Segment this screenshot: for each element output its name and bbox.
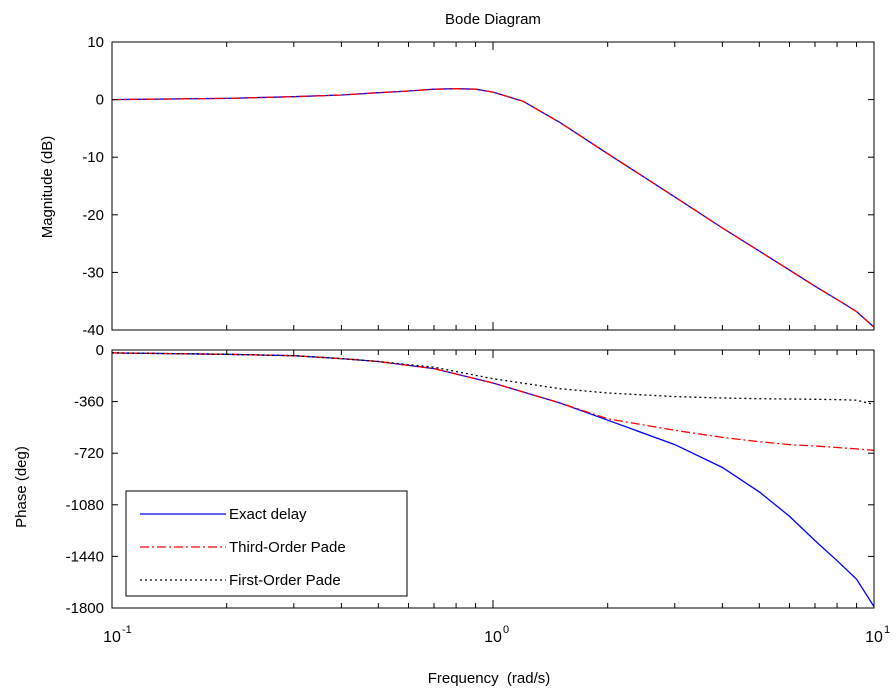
legend-label: Exact delay [229,506,307,523]
y-tick-label: -1080 [66,497,104,514]
legend-label: Third-Order Pade [229,539,346,556]
magnitude-panel: 10 0 -10 -20 -30 -40 [82,34,875,339]
y-tick-label: -20 [82,207,104,224]
chart-title: Bode Diagram [445,11,541,28]
series-line-p0-0 [111,88,875,328]
x-tick-exponent: 0 [503,624,509,636]
y-tick-label: -10 [82,149,104,166]
y-tick-label: 0 [96,342,104,359]
legend-label: First-Order Pade [229,572,341,589]
magnitude-axis-label: Magnitude (dB) [39,136,56,239]
plot-frame [111,41,875,331]
series-line-p1-1 [111,352,875,451]
y-tick-label: -30 [82,264,104,281]
series-line-p1-2 [111,352,875,406]
y-tick-label: -360 [74,394,104,411]
x-tick-label: 10 [865,629,883,646]
legend: Exact delay Third-Order Pade First-Order P… [125,490,408,597]
x-tick-label: 10 [484,629,502,646]
series-line-p1-0 [111,352,875,607]
y-tick-label: -1440 [66,548,104,565]
frequency-axis-label: Frequency (rad/s) [428,670,551,687]
y-tick-label: 10 [87,34,104,51]
y-tick-label: -720 [74,445,104,462]
y-tick-label: -40 [82,322,104,339]
y-tick-label: 0 [96,92,104,109]
x-tick-exponent: -1 [122,624,132,636]
x-tick-label: 10 [103,629,121,646]
phase-axis-label: Phase (deg) [13,446,30,528]
x-tick-exponent: 1 [884,624,890,636]
y-tick-label: -1800 [66,600,104,617]
legend-box [125,490,408,597]
series-line-p0-1 [111,88,875,328]
